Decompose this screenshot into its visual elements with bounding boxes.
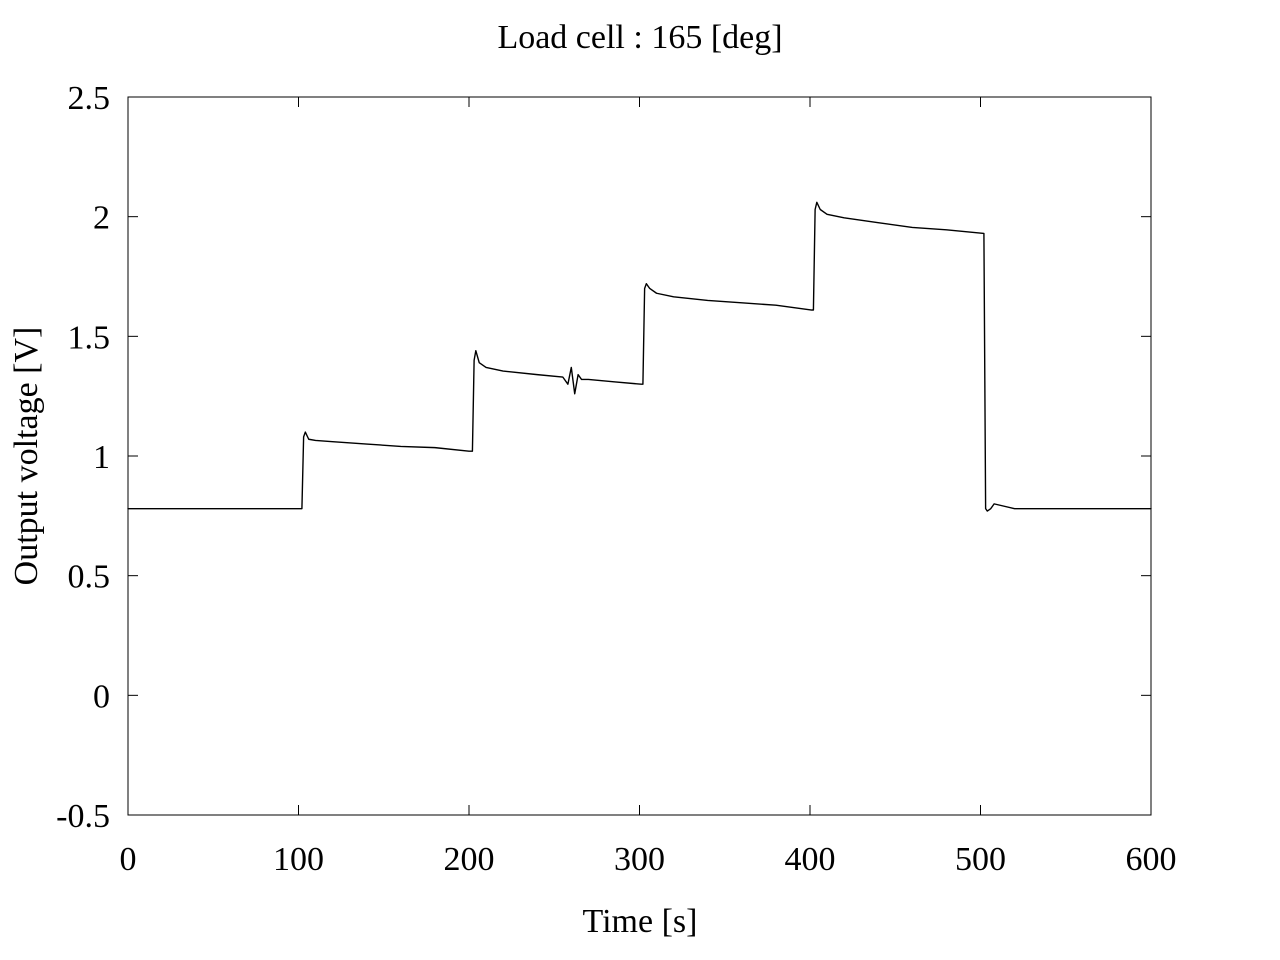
x-tick-label: 200 <box>444 841 495 878</box>
y-tick-label: -0.5 <box>56 798 110 835</box>
y-axis-label: Output voltage [V] <box>8 327 45 586</box>
y-tick-label: 1.5 <box>68 319 111 356</box>
y-tick-label: 2.5 <box>68 80 111 117</box>
y-axis: -0.5 0 0.5 1 1.5 2 2.5 <box>56 80 1151 835</box>
x-tick-label: 400 <box>785 841 836 878</box>
x-tick-label: 500 <box>955 841 1006 878</box>
x-tick-label: 0 <box>120 841 137 878</box>
series-line <box>127 201 1152 512</box>
y-tick-label: 1 <box>93 439 110 476</box>
x-tick-label: 300 <box>614 841 665 878</box>
chart-title: Load cell : 165 [deg] <box>497 19 782 56</box>
y-tick-label: 0 <box>93 678 110 715</box>
x-tick-label: 600 <box>1126 841 1177 878</box>
y-tick-label: 2 <box>93 200 110 237</box>
x-axis-label: Time [s] <box>583 903 698 940</box>
plot-frame <box>127 96 1152 816</box>
x-axis: 0 100 200 300 400 500 600 <box>120 97 1177 878</box>
y-tick-label: 0.5 <box>68 559 111 596</box>
x-tick-label: 100 <box>273 841 324 878</box>
